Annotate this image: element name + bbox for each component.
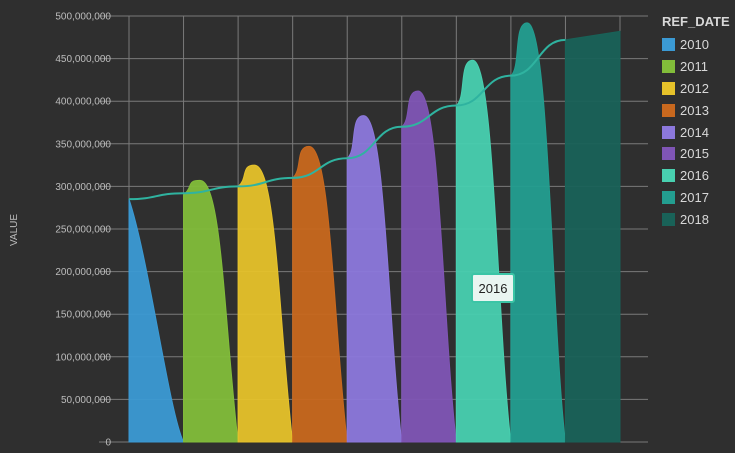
legend: REF_DATE 2010 2011 2012 2013 2014 2015 2016 201… <box>662 14 730 230</box>
legend-title: REF_DATE <box>662 14 730 29</box>
legend-label: 2018 <box>680 211 709 227</box>
tooltip: 2016 <box>471 273 515 303</box>
legend-label: 2014 <box>680 124 709 140</box>
area-series-2017[interactable] <box>510 22 567 443</box>
y-tick-label: 200,000,000 <box>55 267 111 278</box>
area-series-2018[interactable] <box>564 30 621 443</box>
legend-item-2017[interactable]: 2017 <box>662 187 730 209</box>
legend-swatch <box>662 125 675 139</box>
legend-label: 2011 <box>680 59 708 75</box>
y-tick-label: 150,000,000 <box>55 310 111 321</box>
area-series-2016[interactable] <box>455 59 512 443</box>
legend-swatch <box>662 60 675 74</box>
legend-swatch <box>662 190 675 204</box>
legend-label: 2013 <box>680 102 709 118</box>
trend-line <box>128 38 566 201</box>
legend-label: 2016 <box>680 168 709 184</box>
legend-item-2010[interactable]: 2010 <box>662 34 730 56</box>
legend-swatch <box>662 169 675 183</box>
legend-item-2012[interactable]: 2012 <box>662 78 730 100</box>
chart-areas <box>128 22 621 443</box>
area-series-2013[interactable] <box>292 145 348 443</box>
y-tick-label: 0 <box>105 438 111 449</box>
legend-item-2014[interactable]: 2014 <box>662 121 730 143</box>
chart-trend <box>128 38 566 201</box>
area-series-2012[interactable] <box>237 164 294 443</box>
legend-swatch <box>662 81 675 95</box>
legend-swatch <box>662 147 675 161</box>
legend-label: 2012 <box>680 80 709 96</box>
y-tick-label: 250,000,000 <box>55 225 111 236</box>
y-tick-label: 50,000,000 <box>61 395 111 406</box>
area-series-2014[interactable] <box>346 115 403 443</box>
legend-label: 2015 <box>680 146 709 162</box>
legend-item-2013[interactable]: 2013 <box>662 99 730 121</box>
legend-swatch <box>662 212 675 226</box>
legend-swatch <box>662 38 675 52</box>
y-tick-label: 300,000,000 <box>55 182 111 193</box>
legend-label: 2010 <box>680 37 709 53</box>
legend-item-2011[interactable]: 2011 <box>662 56 730 78</box>
legend-item-2018[interactable]: 2018 <box>662 208 730 230</box>
area-series-2010[interactable] <box>128 199 185 443</box>
y-axis: 0 50,000,000 100,000,000 150,000,000 200,000… <box>55 12 111 449</box>
legend-item-2016[interactable]: 2016 <box>662 165 730 187</box>
legend-label: 2017 <box>680 189 709 205</box>
y-tick-label: 400,000,000 <box>55 97 111 108</box>
legend-item-2015[interactable]: 2015 <box>662 143 730 165</box>
y-tick-label: 350,000,000 <box>55 139 111 150</box>
area-series-2011[interactable] <box>183 179 239 443</box>
y-tick-label: 450,000,000 <box>55 54 111 65</box>
y-axis-label: VALUE <box>9 214 20 246</box>
area-series-2015[interactable] <box>401 90 457 443</box>
y-tick-label: 500,000,000 <box>55 12 111 23</box>
y-tick-label: 100,000,000 <box>55 352 111 363</box>
legend-swatch <box>662 103 675 117</box>
legend-items: 2010 2011 2012 2013 2014 2015 2016 2017 2018 <box>662 34 730 230</box>
